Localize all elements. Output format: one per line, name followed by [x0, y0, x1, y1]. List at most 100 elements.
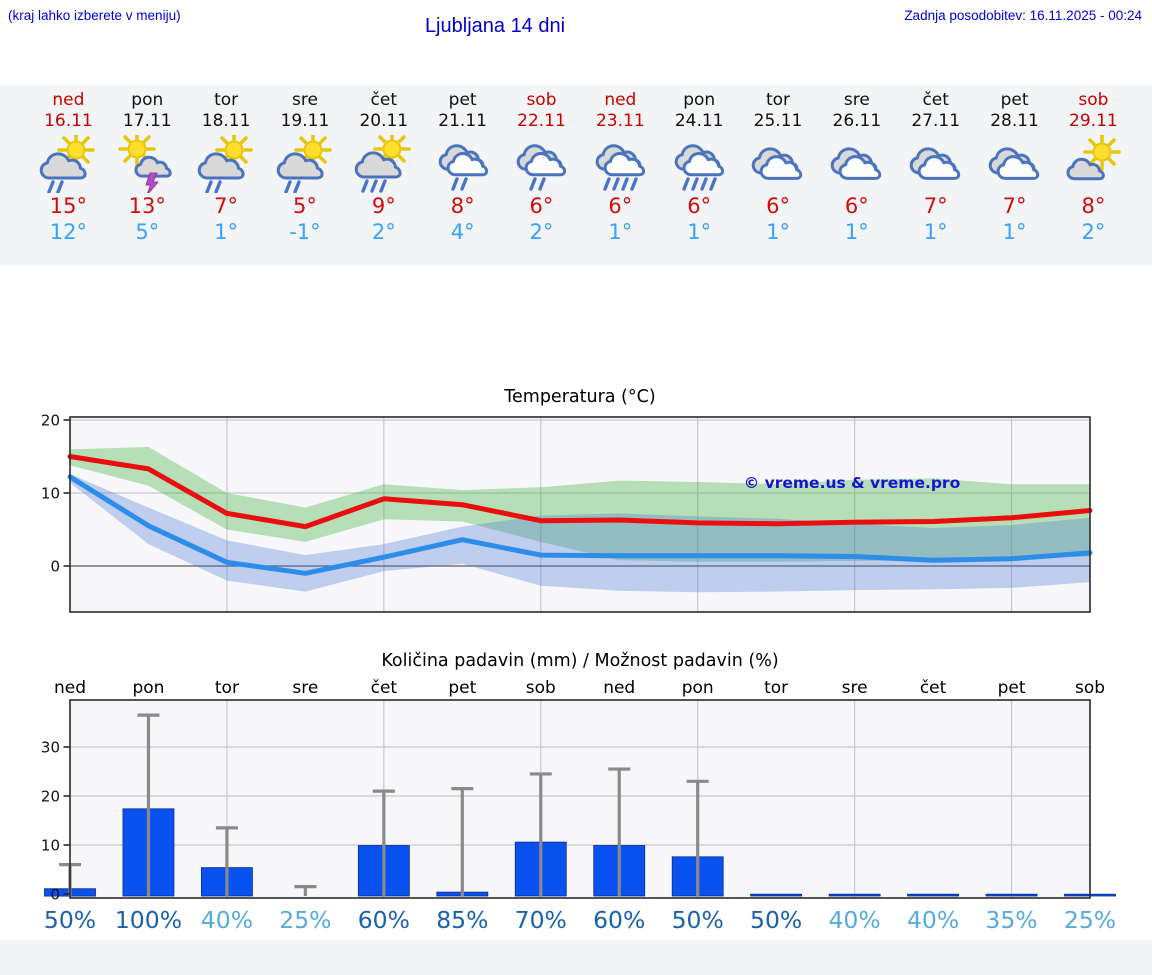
temp-min: 1°: [923, 220, 948, 244]
day-date: 29.11: [1069, 111, 1118, 131]
svg-text:tor: tor: [764, 678, 788, 698]
menu-hint: (kraj lahko izberete v meniju): [8, 8, 181, 23]
svg-text:0: 0: [50, 886, 60, 904]
temp-min: 1°: [608, 220, 633, 244]
svg-text:50%: 50%: [44, 906, 96, 934]
svg-text:tor: tor: [215, 678, 239, 698]
temp-max: 6°: [844, 194, 869, 218]
sun-cloud-rain-icon: [36, 131, 100, 194]
day-name: pon: [131, 90, 164, 110]
svg-text:100%: 100%: [115, 906, 182, 934]
temp-max: 15°: [49, 194, 88, 218]
cloud-rain-icon: [431, 135, 495, 193]
day-date: 27.11: [911, 111, 961, 131]
day-date: 24.11: [674, 111, 724, 131]
temp-min: 2°: [371, 220, 396, 244]
svg-text:pet: pet: [998, 678, 1026, 698]
forecast-day: sre 26.11 6° 1°: [817, 85, 896, 265]
day-date: 19.11: [280, 111, 330, 131]
svg-text:10: 10: [41, 485, 60, 503]
temp-max: 6°: [766, 194, 790, 218]
svg-text:70%: 70%: [515, 906, 567, 934]
max-temp-line: [67, 454, 1093, 530]
temp-max: 6°: [608, 194, 633, 218]
forecast-day: čet 20.11 9° 2°: [344, 85, 423, 265]
last-update: Zadnja posodobitev: 16.11.2025 - 00:24: [904, 8, 1142, 23]
day-date: 23.11: [595, 111, 645, 131]
svg-text:Količina padavin (mm) / Možnos: Količina padavin (mm) / Možnost padavin …: [381, 651, 778, 671]
footer-bar: [0, 940, 1152, 975]
svg-text:ned: ned: [603, 678, 635, 698]
day-date: 28.11: [990, 111, 1039, 131]
temp-max: 6°: [529, 194, 554, 218]
temp-min: 1°: [766, 220, 790, 244]
y-axis-labels: 0 10 20 30: [41, 739, 70, 904]
temp-min: 1°: [214, 220, 239, 244]
day-date: 25.11: [753, 111, 803, 131]
forecast-day: tor 25.11 6° 1°: [739, 85, 818, 265]
day-name: tor: [214, 90, 239, 110]
day-name: ned: [604, 90, 637, 110]
temp-min: 4°: [450, 220, 475, 244]
cloud-rain-icon: [509, 135, 573, 193]
temp-min: -1°: [289, 220, 321, 244]
forecast-day: pet 21.11 8° 4°: [423, 85, 502, 265]
temp-max: 9°: [371, 194, 396, 218]
svg-text:čet: čet: [920, 678, 947, 698]
day-name: sob: [526, 90, 557, 110]
day-date: 17.11: [122, 111, 172, 131]
svg-text:sre: sre: [292, 678, 318, 698]
svg-text:pon: pon: [132, 678, 164, 698]
svg-text:20: 20: [41, 412, 60, 430]
forecast-day: sob 22.11 6° 2°: [502, 85, 581, 265]
forecast-day: ned 23.11 6° 1°: [581, 85, 660, 265]
temp-max: 6°: [687, 194, 712, 218]
temp-min: 2°: [1081, 220, 1106, 244]
svg-text:20: 20: [41, 788, 60, 806]
temperature-chart: 0 10 20 Temperatura (°C) © vreme.us & vreme.…: [41, 387, 1093, 613]
y-axis-labels: 0 10 20: [41, 412, 70, 576]
temp-min: 5°: [135, 220, 160, 244]
cloudy-icon: [746, 135, 810, 193]
svg-text:40%: 40%: [828, 906, 880, 934]
temp-max: 8°: [1081, 194, 1106, 218]
forecast-day: sre 19.11 5° -1°: [266, 85, 345, 265]
chart-title: Temperatura (°C): [503, 387, 655, 407]
svg-text:25%: 25%: [279, 906, 331, 934]
sun-cloud-rain-icon: [194, 131, 258, 194]
temp-max: 8°: [450, 194, 475, 218]
forecast-day: pon 17.11 13° 5°: [108, 85, 187, 265]
min-temp-range-band: [70, 474, 1090, 593]
temp-max: 7°: [923, 194, 948, 218]
temp-max: 7°: [1002, 194, 1027, 218]
day-date: 16.11: [44, 111, 93, 131]
daily-forecast-strip: ned 16.11 15° 12° pon 17.11 13° 5° tor 18.11 7° 1° s…: [0, 85, 1152, 265]
svg-text:35%: 35%: [985, 906, 1037, 934]
temp-max: 7°: [214, 194, 239, 218]
svg-text:40%: 40%: [907, 906, 959, 934]
svg-text:čet: čet: [371, 678, 398, 698]
svg-text:© vreme.us & vreme.pro: © vreme.us & vreme.pro: [744, 474, 960, 492]
svg-text:sob: sob: [1075, 678, 1105, 698]
sun-cloud-rain-icon: [273, 131, 337, 194]
page-title: Ljubljana 14 dni: [424, 15, 566, 37]
temp-max: 5°: [293, 194, 317, 218]
max-temp-range-band: [70, 447, 1090, 562]
temp-min: 12°: [49, 220, 88, 244]
svg-text:ned: ned: [54, 678, 86, 698]
cloudy-icon: [904, 135, 968, 193]
svg-text:50%: 50%: [672, 906, 724, 934]
forecast-day: pon 24.11 6° 1°: [660, 85, 739, 265]
svg-text:pon: pon: [682, 678, 714, 698]
svg-text:25%: 25%: [1064, 906, 1116, 934]
min-temp-line: [67, 474, 1093, 576]
day-name: čet: [922, 90, 949, 110]
svg-text:10: 10: [41, 837, 60, 855]
svg-text:30: 30: [41, 739, 60, 757]
precipitation-chart: 0 10 20 30 ned pon tor sre čet pet sob ned pon tor sre…: [41, 651, 1116, 934]
day-name: pet: [448, 90, 477, 110]
day-name: pet: [1000, 90, 1029, 110]
forecast-day: sob 29.11 8° 2°: [1054, 85, 1133, 265]
day-date: 26.11: [832, 111, 882, 131]
